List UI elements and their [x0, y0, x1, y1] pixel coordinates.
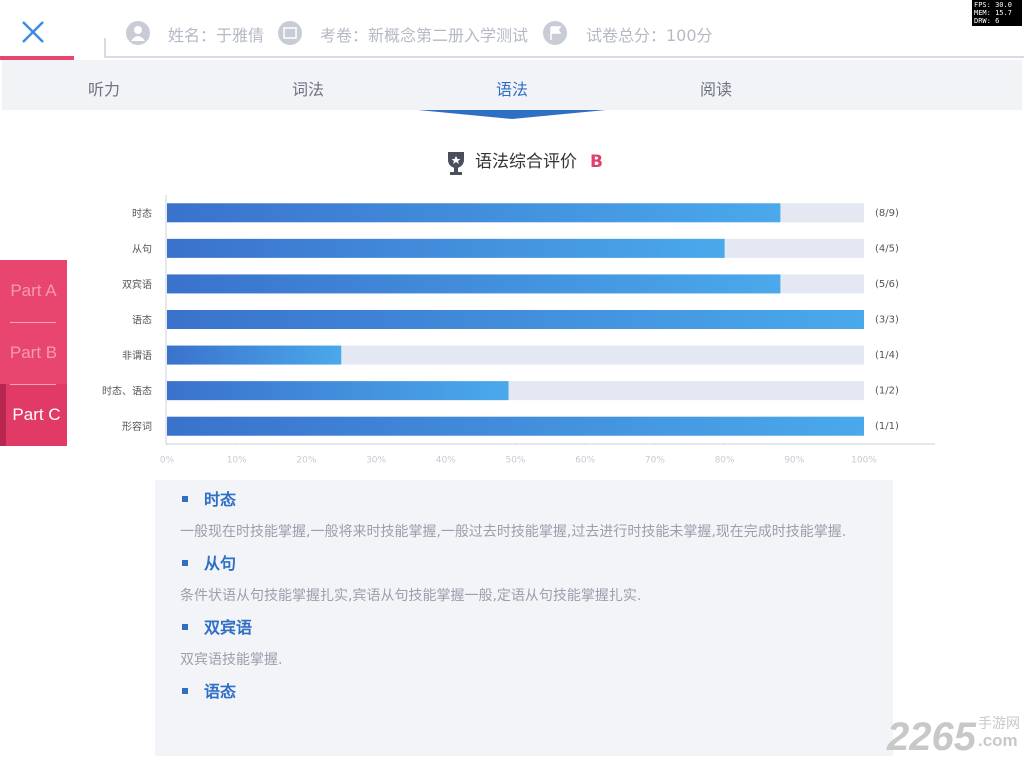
part-separator	[10, 384, 56, 385]
y-tick-label: 时态	[132, 207, 152, 220]
exam-name: 考卷：新概念第二册入学测试	[320, 26, 529, 45]
section-text: 一般现在时技能掌握,一般将来时技能掌握,一般过去时技能掌握,过去进行时技能未掌握…	[180, 524, 847, 540]
count-label: (4/5)	[875, 243, 899, 254]
count-label: (1/2)	[875, 386, 899, 397]
top-bar: 姓名：于雅倩 考卷：新概念第二册入学测试 试卷总分：100分	[0, 0, 1024, 60]
section-heading: 语态	[180, 680, 893, 710]
flag-icon	[543, 21, 567, 45]
x-tick-label: 10%	[227, 456, 247, 466]
count-label: (3/3)	[875, 315, 899, 326]
part-button[interactable]: Part C	[0, 384, 67, 446]
bar	[167, 345, 342, 365]
section-heading: 双宾语	[180, 616, 893, 646]
tab[interactable]: 阅读	[699, 80, 732, 99]
student-name: 姓名：于雅倩	[168, 26, 265, 45]
count-label: (5/6)	[875, 279, 899, 290]
close-underline	[0, 56, 74, 60]
x-tick-label: 90%	[784, 456, 804, 466]
tab-bar: 听力 词法 语法 阅读	[2, 60, 1022, 110]
chart: 语法综合评价 B 0% 10% 20% 30% 40% 50% 60% 70% 80% 90% 10…	[102, 152, 935, 466]
y-tick-label: 语态	[132, 314, 152, 327]
tab-indicator	[418, 110, 606, 119]
chart-title: 语法综合评价	[475, 152, 577, 172]
paper-icon	[278, 21, 302, 45]
bar	[167, 381, 509, 401]
tab[interactable]: 听力	[87, 80, 120, 99]
watermark-domain: .com	[978, 731, 1018, 750]
part-sidebar: Part A Part B Part C	[0, 260, 67, 446]
bar	[167, 238, 725, 258]
bar	[167, 416, 864, 436]
trophy-icon	[448, 152, 464, 175]
part-button[interactable]: Part B	[9, 343, 58, 362]
tab[interactable]: 语法	[495, 80, 528, 99]
top-bar-graphics	[0, 21, 1024, 60]
tab[interactable]: 词法	[291, 80, 324, 99]
tab-indicator-arrow	[418, 110, 606, 119]
section-heading: 时态	[180, 488, 893, 518]
x-tick-label: 0%	[160, 456, 175, 466]
watermark: 2265 手游网 .com	[887, 715, 1020, 760]
y-tick-label: 非谓语	[122, 350, 152, 362]
count-label: (1/4)	[875, 350, 899, 361]
grade: B	[590, 152, 603, 172]
section-text: 双宾语技能掌握.	[180, 652, 283, 668]
part-separator	[10, 322, 56, 323]
bar	[167, 274, 781, 294]
stat-line: DRW: 6	[974, 17, 1000, 25]
bar	[167, 203, 781, 223]
x-tick-label: 70%	[645, 456, 665, 466]
count-label: (1/1)	[875, 421, 899, 432]
y-tick-label: 形容词	[122, 420, 152, 433]
part-button[interactable]: Part A	[10, 281, 57, 300]
section-text: 条件状语从句技能掌握扎实,宾语从句技能掌握一般,定语从句技能掌握扎实.	[180, 588, 642, 604]
avatar-icon	[126, 21, 150, 45]
y-tick-label: 双宾语	[122, 278, 152, 291]
x-tick-label: 100%	[851, 456, 877, 466]
x-tick-label: 80%	[715, 456, 735, 466]
x-tick-label: 40%	[436, 456, 456, 466]
bar	[167, 310, 864, 329]
total-score: 试卷总分：100分	[586, 26, 713, 45]
count-label: (8/9)	[875, 208, 899, 219]
x-tick-label: 50%	[505, 456, 525, 466]
y-tick-label: 从句	[132, 242, 152, 255]
x-tick-label: 20%	[296, 456, 316, 466]
stat-line: FPS: 30.0	[974, 1, 1012, 9]
x-tick-label: 60%	[575, 456, 595, 466]
x-tick-label: 30%	[366, 456, 386, 466]
watermark-site: 手游网	[978, 715, 1020, 731]
section-heading: 从句	[180, 552, 893, 582]
debug-stats: FPS: 30.0 MEM: 15.7 DRW: 6	[972, 0, 1022, 26]
analysis-panel: 时态一般现在时技能掌握,一般将来时技能掌握,一般过去时技能掌握,过去进行时技能未…	[155, 480, 893, 756]
watermark-brand: 2265	[887, 715, 976, 759]
close-button[interactable]	[22, 21, 44, 43]
y-tick-label: 时态、语态	[102, 385, 152, 398]
stat-line: MEM: 15.7	[974, 9, 1012, 17]
